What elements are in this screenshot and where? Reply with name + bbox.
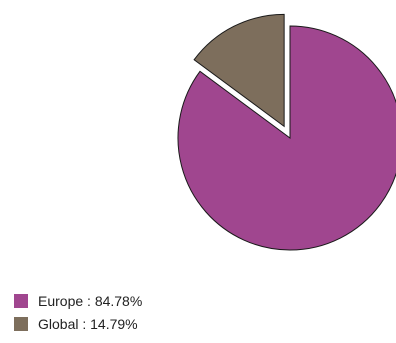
pie-slice-global [193, 13, 285, 128]
legend-label-europe: Europe : 84.78% [38, 292, 143, 309]
legend-swatch-europe [14, 293, 28, 308]
legend-swatch-global [14, 316, 28, 331]
legend-item-europe: Europe : 84.78% [14, 290, 142, 311]
pie-chart-svg [177, 13, 396, 251]
legend-label-global: Global : 14.79% [38, 315, 138, 332]
legend-item-global: Global : 14.79% [14, 313, 142, 334]
legend: Europe : 84.78% Global : 14.79% [14, 290, 142, 336]
pie-chart [177, 13, 396, 251]
pie-slice-europe [177, 25, 396, 251]
